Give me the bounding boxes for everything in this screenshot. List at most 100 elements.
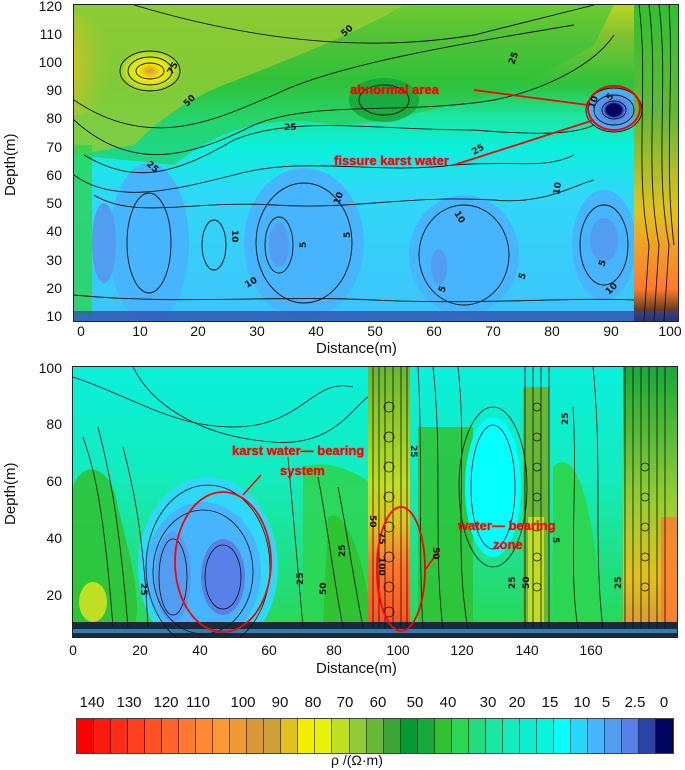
svg-text:25: 25 <box>561 412 571 425</box>
annotation-water-bearing-zone-line1: water— bearing <box>458 518 556 533</box>
colorbar-tick: 130 <box>116 694 142 711</box>
colorbar-swatch <box>213 719 231 753</box>
y-tick: 100 <box>38 54 62 70</box>
y-tick: 10 <box>46 308 62 324</box>
colorbar-swatch <box>604 719 622 753</box>
x-tick: 100 <box>658 323 682 339</box>
x-tick: 0 <box>69 642 77 658</box>
colorbar-swatch <box>332 719 350 753</box>
colorbar <box>76 718 674 754</box>
colorbar-tick: 110 <box>186 694 210 711</box>
colorbar-tick: 80 <box>304 694 322 711</box>
svg-text:10: 10 <box>332 191 346 206</box>
colorbar-swatch <box>247 719 265 753</box>
x-tick: 140 <box>515 642 539 658</box>
colorbar-swatch <box>656 719 674 753</box>
colorbar-swatch <box>400 719 418 753</box>
colorbar-swatch <box>553 719 571 753</box>
svg-text:50: 50 <box>367 515 377 528</box>
annotation-abnormal-area: abnormal area <box>350 82 439 97</box>
top-contour-graphic: 75 50 25 25 10 5 10 10 10 5 5 5 5 5 10 1… <box>74 5 678 321</box>
x-tick: 20 <box>132 642 148 658</box>
x-tick: 10 <box>132 323 148 339</box>
svg-text:5: 5 <box>597 259 609 268</box>
svg-text:10: 10 <box>587 95 601 110</box>
annotation-karst-water-bearing-line1: karst water— bearing <box>232 443 365 458</box>
y-tick: 60 <box>46 473 62 489</box>
colorbar-tick: 60 <box>369 694 387 711</box>
colorbar-swatch <box>162 719 180 753</box>
x-tick: 160 <box>579 642 603 658</box>
y-tick: 50 <box>46 195 62 211</box>
colorbar-swatch <box>383 719 401 753</box>
colorbar-tick: 50 <box>406 694 424 711</box>
colorbar-swatch <box>451 719 469 753</box>
colorbar-swatch <box>128 719 146 753</box>
bottom-x-axis-label: Distance(m) <box>316 660 397 677</box>
colorbar-swatch <box>366 719 384 753</box>
svg-text:5: 5 <box>437 285 449 294</box>
colorbar-swatch <box>502 719 520 753</box>
colorbar-tick: 10 <box>573 694 591 711</box>
colorbar-tick: 15 <box>541 694 559 711</box>
annotation-fissure-karst-water: fissure karst water <box>334 153 449 168</box>
annotation-water-bearing-zone-line2: zone <box>493 537 523 552</box>
y-tick: 60 <box>46 167 62 183</box>
x-tick: 40 <box>308 323 324 339</box>
svg-text:25: 25 <box>284 123 297 133</box>
x-tick: 60 <box>426 323 442 339</box>
colorbar-tick-labels: 140 130 120 110 100 90 80 70 60 50 40 30… <box>64 694 684 711</box>
svg-text:25: 25 <box>338 544 348 557</box>
colorbar-swatch <box>622 719 640 753</box>
top-contour-plot: 75 50 25 25 10 5 10 10 10 5 5 5 5 5 10 1… <box>73 4 679 322</box>
colorbar-swatch <box>485 719 503 753</box>
svg-text:25: 25 <box>508 576 518 589</box>
y-tick: 80 <box>46 416 62 432</box>
svg-text:5: 5 <box>517 272 529 281</box>
x-tick: 80 <box>326 642 342 658</box>
svg-text:10: 10 <box>552 181 564 195</box>
colorbar-swatch <box>570 719 588 753</box>
colorbar-swatch <box>639 719 657 753</box>
top-y-axis-label: Depth(m) <box>2 133 19 196</box>
top-x-axis-label: Distance(m) <box>316 340 397 357</box>
colorbar-tick: 70 <box>336 694 354 711</box>
colorbar-swatch <box>264 719 282 753</box>
y-tick: 80 <box>46 110 62 126</box>
colorbar-swatch <box>536 719 554 753</box>
x-tick: 40 <box>192 642 208 658</box>
colorbar-swatch <box>434 719 452 753</box>
svg-text:50: 50 <box>430 547 440 560</box>
colorbar-tick: 20 <box>508 694 526 711</box>
x-tick: 30 <box>249 323 265 339</box>
y-tick: 20 <box>46 587 62 603</box>
svg-text:50: 50 <box>319 582 329 595</box>
x-tick: 90 <box>603 323 619 339</box>
x-tick: 60 <box>261 642 277 658</box>
y-tick: 20 <box>46 280 62 296</box>
y-tick: 30 <box>46 252 62 268</box>
x-tick: 100 <box>386 642 410 658</box>
bottom-y-axis-label: Depth(m) <box>2 462 19 525</box>
x-tick: 50 <box>367 323 383 339</box>
y-tick: 70 <box>46 139 62 155</box>
colorbar-tick: 0 <box>659 694 669 711</box>
svg-text:25: 25 <box>408 445 418 458</box>
svg-text:5: 5 <box>299 242 309 248</box>
y-tick: 110 <box>39 26 62 42</box>
colorbar-tick: 30 <box>479 694 497 711</box>
colorbar-swatch <box>179 719 197 753</box>
svg-text:75: 75 <box>376 532 386 545</box>
bottom-contour-plot: 25 25 25 50 50 75 100 50 25 25 25 50 25 … <box>72 366 678 638</box>
svg-text:25: 25 <box>507 51 521 66</box>
colorbar-label: ρ /(Ω·m) <box>331 752 383 768</box>
colorbar-swatch <box>94 719 112 753</box>
colorbar-tick: 100 <box>230 694 256 711</box>
colorbar-tick: 140 <box>79 694 105 711</box>
colorbar-tick: 90 <box>271 694 289 711</box>
colorbar-swatch <box>281 719 299 753</box>
y-tick: 120 <box>38 0 62 14</box>
colorbar-tick: 2.5 <box>624 694 646 711</box>
x-tick: 0 <box>77 323 85 339</box>
colorbar-tick: 40 <box>439 694 457 711</box>
